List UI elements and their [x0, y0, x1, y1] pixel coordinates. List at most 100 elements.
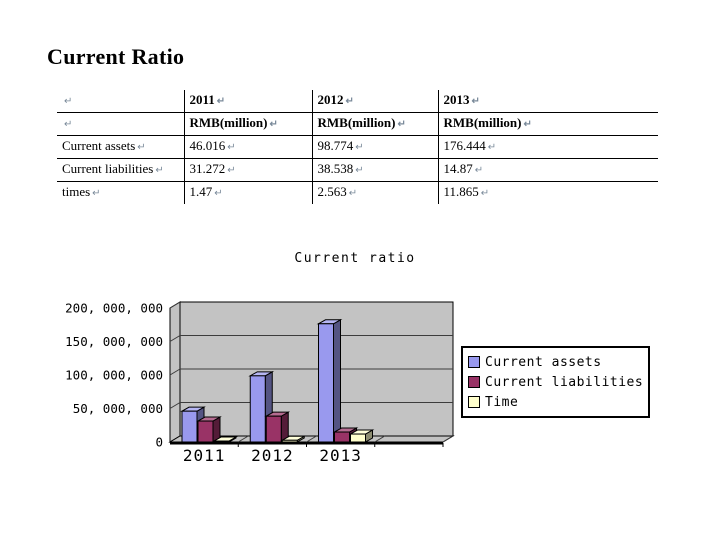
- legend-item-time: Time: [468, 392, 643, 412]
- table-cell-unit: RMB(million) ↵: [437, 112, 658, 136]
- paragraph-mark: ↵: [397, 119, 406, 130]
- paragraph-mark: ↵: [216, 96, 226, 107]
- cell-text: RMB(million): [189, 115, 268, 130]
- table-cell-unit: RMB(million) ↵: [311, 112, 438, 136]
- table-cell-value: 2.563 ↵: [311, 181, 438, 204]
- x-axis-label: 2012: [251, 446, 294, 465]
- paragraph-mark: ↵: [471, 96, 480, 107]
- table-cell-label: Current liabilities ↵: [57, 158, 184, 182]
- table-cell-value: 176.444 ↵: [437, 135, 658, 159]
- table-cell-value: 1.47 ↵: [183, 181, 312, 204]
- cell-text: Current assets: [62, 138, 136, 153]
- cell-text: RMB(million): [317, 115, 396, 130]
- category-separator: [237, 435, 249, 443]
- table-cell-value: 38.538 ↵: [311, 158, 438, 182]
- table-cell-label: times ↵: [57, 182, 184, 205]
- paragraph-mark: ↵: [480, 188, 490, 199]
- y-axis-tick: [169, 368, 181, 376]
- table-cell-value: 98.774 ↵: [311, 135, 438, 159]
- legend-item-current-liabilities: Current liabilities: [468, 372, 643, 392]
- table-cell-year: 2013 ↵: [437, 90, 658, 113]
- bar-current-liabilities-2012: [265, 415, 282, 443]
- chart: Current ratio 0 50, 000, 000 100, 000, 000…: [0, 240, 720, 480]
- legend-swatch-current-assets: [468, 356, 480, 368]
- paragraph-mark: ↵: [487, 142, 497, 153]
- chart-legend: Current assets Current liabilities Time: [461, 346, 650, 418]
- legend-swatch-current-liabilities: [468, 376, 480, 388]
- table-cell: ↵: [57, 90, 184, 113]
- y-axis-tick: [169, 301, 181, 309]
- table-row-current-liabilities: Current liabilities ↵ 31.272 ↵ 38.538 ↵ 14.…: [57, 158, 658, 182]
- table-cell-value: 14.87 ↵: [437, 158, 658, 182]
- bar-current-assets-2013: [318, 323, 334, 443]
- paragraph-mark: ↵: [355, 165, 364, 176]
- paragraph-mark: ↵: [64, 96, 73, 107]
- cell-text: 38.538: [317, 161, 354, 176]
- cell-text: 46.016: [189, 138, 226, 153]
- page-title: Current Ratio: [47, 44, 185, 69]
- chart-plot-area: 0 50, 000, 000 100, 000, 000 150, 000, 000 2…: [65, 301, 455, 465]
- chart-title: Current ratio: [294, 251, 416, 266]
- paragraph-mark: ↵: [137, 142, 146, 153]
- paragraph-mark: ↵: [355, 142, 364, 153]
- paragraph-mark: ↵: [214, 188, 223, 199]
- cell-text: 2.563: [317, 184, 347, 199]
- legend-label: Current assets: [485, 354, 602, 370]
- paragraph-mark: ↵: [348, 188, 358, 199]
- y-axis-label: 200, 000, 000: [65, 301, 163, 316]
- x-axis-label: 2011: [183, 446, 226, 465]
- paragraph-mark: ↵: [523, 119, 532, 130]
- cell-text: 2012: [317, 92, 344, 107]
- cell-text: 11.865: [443, 184, 479, 199]
- data-table: ↵ 2011 ↵ 2012 ↵ 2013 ↵ ↵ RMB(million) ↵ RMB(…: [57, 90, 658, 204]
- bar-current-liabilities-2011: [197, 420, 214, 443]
- bar-time-2012: [281, 439, 298, 443]
- y-axis-tick: [169, 335, 181, 342]
- cell-text: 176.444: [443, 138, 486, 153]
- category-separator: [306, 435, 317, 443]
- bar-current-assets-2012: [249, 375, 266, 443]
- bar-time-2011: [213, 440, 230, 443]
- paragraph-mark: ↵: [474, 165, 484, 176]
- bar-current-liabilities-2013: [334, 431, 350, 443]
- cell-text: 2011: [189, 92, 215, 107]
- cell-text: times: [62, 184, 91, 199]
- paragraph-mark: ↵: [227, 165, 236, 176]
- bar-time-2013: [350, 433, 366, 443]
- table-cell-year: 2011 ↵: [183, 90, 312, 113]
- cell-text: Current liabilities: [62, 161, 154, 176]
- table-row-units: ↵ RMB(million) ↵ RMB(million) ↵ RMB(millio…: [57, 112, 658, 136]
- table-cell-value: 31.272 ↵: [183, 158, 312, 182]
- cell-text: RMB(million): [443, 115, 522, 130]
- table-cell: ↵: [57, 112, 184, 136]
- paragraph-mark: ↵: [92, 188, 101, 199]
- x-axis-label: 2013: [319, 446, 362, 465]
- y-axis-label: 150, 000, 000: [65, 334, 163, 349]
- cell-text: 1.47: [189, 184, 213, 199]
- y-axis-label: 100, 000, 000: [65, 368, 163, 383]
- paragraph-mark: ↵: [227, 142, 236, 153]
- bar-side-current-assets-2013: [333, 318, 341, 443]
- cell-text: 31.272: [189, 161, 226, 176]
- table-cell-unit: RMB(million) ↵: [183, 112, 312, 136]
- legend-swatch-time: [468, 396, 480, 408]
- table-cell-year: 2012 ↵: [311, 90, 438, 113]
- paragraph-mark: ↵: [345, 96, 354, 107]
- paragraph-mark: ↵: [269, 119, 278, 130]
- table-cell-value: 11.865 ↵: [437, 181, 658, 204]
- y-axis-label: 0: [155, 435, 163, 450]
- legend-label: Time: [485, 394, 519, 410]
- paragraph-mark: ↵: [155, 165, 164, 176]
- y-axis-tick: [169, 402, 181, 409]
- table-cell-label: Current assets ↵: [57, 135, 184, 159]
- bar-current-assets-2011: [181, 410, 198, 443]
- table-cell-value: 46.016 ↵: [183, 135, 312, 159]
- cell-text: 2013: [443, 92, 470, 107]
- y-axis-label: 50, 000, 000: [73, 401, 163, 416]
- category-separator: [442, 435, 454, 443]
- cell-text: 14.87: [443, 161, 473, 176]
- cell-text: 98.774: [317, 138, 354, 153]
- table-row-current-assets: Current assets ↵ 46.016 ↵ 98.774 ↵ 176.444 ↵: [57, 135, 658, 159]
- table-row-times: times ↵ 1.47 ↵ 2.563 ↵ 11.865 ↵: [57, 181, 658, 205]
